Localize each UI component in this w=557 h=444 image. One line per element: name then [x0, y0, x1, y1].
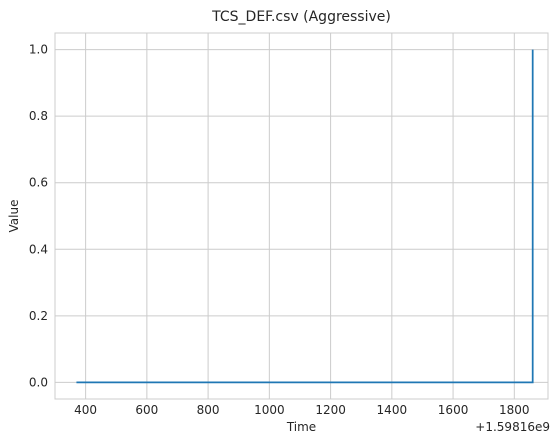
- x-tick-label: 1600: [438, 403, 469, 417]
- x-tick-label: 600: [135, 403, 158, 417]
- x-tick-label: 1200: [315, 403, 346, 417]
- x-tick-label: 800: [197, 403, 220, 417]
- y-tick-label: 0.8: [29, 109, 48, 123]
- x-tick-labels: 400 600 800 1000 1200 1400 1600 1800: [74, 403, 529, 417]
- grid: [55, 33, 548, 399]
- x-tick-label: 1400: [377, 403, 408, 417]
- x-tick-label: 400: [74, 403, 97, 417]
- y-tick-label: 0.2: [29, 309, 48, 323]
- x-tick-label: 1000: [254, 403, 285, 417]
- y-axis-label: Value: [7, 200, 21, 233]
- chart-title: TCS_DEF.csv (Aggressive): [211, 9, 391, 25]
- plot-frame: [54, 32, 549, 400]
- x-axis-offset-label: +1.59816e9: [475, 420, 550, 434]
- series-line: [76, 49, 534, 384]
- series-layer: [76, 49, 534, 384]
- y-tick-label: 0.0: [29, 375, 48, 389]
- x-axis-label: Time: [286, 420, 316, 434]
- y-tick-label: 0.6: [29, 176, 48, 190]
- y-tick-label: 1.0: [29, 43, 48, 57]
- y-tick-label: 0.4: [29, 242, 48, 256]
- y-tick-labels: 0.0 0.2 0.4 0.6 0.8 1.0: [29, 43, 48, 390]
- x-tick-label: 1800: [499, 403, 530, 417]
